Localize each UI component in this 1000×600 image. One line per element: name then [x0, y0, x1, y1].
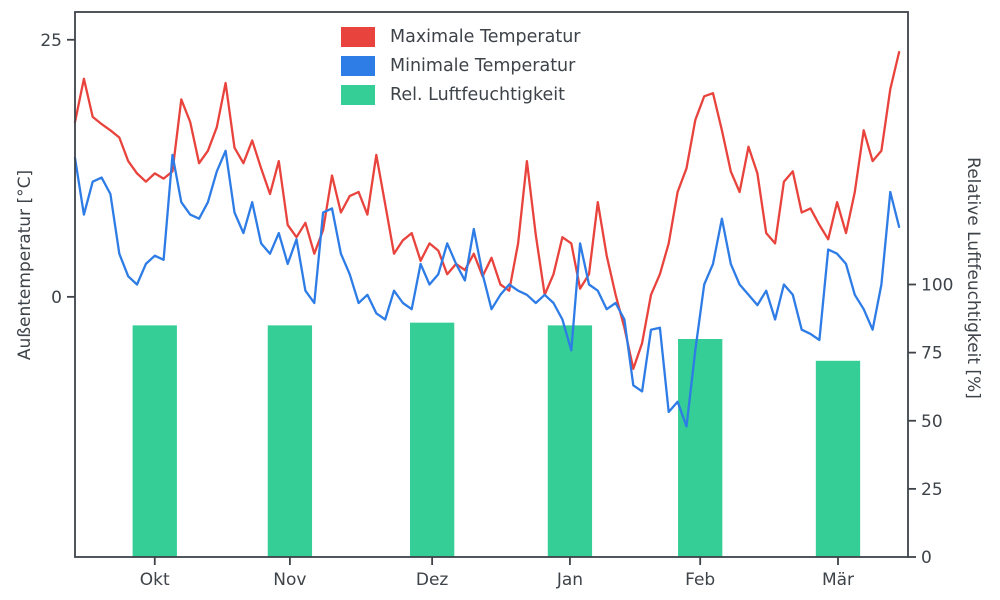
y-right-tick-label: 100	[921, 276, 953, 296]
y-right-tick-label: 25	[921, 480, 943, 500]
x-tick-label: Jan	[556, 570, 583, 590]
legend: Maximale Temperatur Minimale Temperatur …	[341, 27, 580, 105]
y-axis-label-left: Außentemperatur [°C]	[15, 169, 35, 361]
y-left-tick-label: 25	[40, 31, 62, 51]
y-right-tick-label: 75	[921, 344, 943, 364]
max-temp-line	[73, 50, 901, 370]
humidity-bar-nov	[267, 325, 313, 557]
x-tick-label: Mär	[822, 570, 854, 590]
legend-label-max-temp: Maximale Temperatur	[390, 27, 581, 47]
legend-label-min-temp: Minimale Temperatur	[390, 56, 576, 76]
legend-item-max-temp: Maximale Temperatur	[341, 27, 580, 47]
humidity-bar-okt	[132, 325, 177, 557]
x-tick-label: Nov	[273, 570, 306, 590]
legend-item-min-temp: Minimale Temperatur	[341, 56, 580, 76]
humidity-bar-feb	[678, 339, 723, 557]
humidity-bar-dez	[409, 322, 455, 557]
legend-swatch-humidity-icon	[341, 85, 375, 105]
x-tick-label: Okt	[140, 570, 170, 590]
x-tick-label: Dez	[416, 570, 449, 590]
y-right-tick-label: 50	[921, 412, 943, 432]
y-left-tick-label: 0	[51, 288, 62, 308]
humidity-bar-mär	[815, 360, 861, 557]
legend-item-humidity: Rel. Luftfeuchtigkeit	[341, 85, 580, 105]
y-right-tick-label: 0	[921, 548, 932, 568]
min-temp-line	[73, 149, 901, 428]
legend-swatch-max-temp-icon	[341, 27, 375, 47]
x-tick-label: Feb	[685, 570, 715, 590]
humidity-bar-jan	[547, 325, 593, 557]
y-axis-label-right: Relative Luftfeuchtigkeit [%]	[963, 157, 983, 399]
legend-swatch-min-temp-icon	[341, 56, 375, 76]
legend-label-humidity: Rel. Luftfeuchtigkeit	[390, 85, 565, 105]
